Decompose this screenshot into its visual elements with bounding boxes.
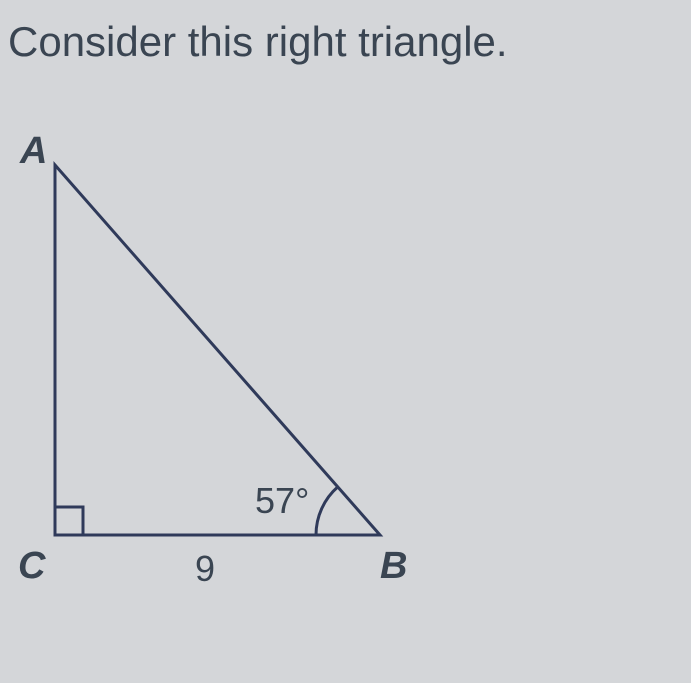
vertex-label-b: B (380, 545, 407, 588)
triangle-diagram: A B C 9 57° (0, 130, 691, 670)
vertex-label-a: A (20, 130, 47, 173)
prompt-text: Consider this right triangle. (8, 18, 508, 66)
angle-label-b: 57° (255, 480, 309, 522)
triangle-svg (0, 130, 691, 670)
side-label-cb: 9 (195, 548, 215, 590)
vertex-label-c: C (18, 545, 45, 588)
